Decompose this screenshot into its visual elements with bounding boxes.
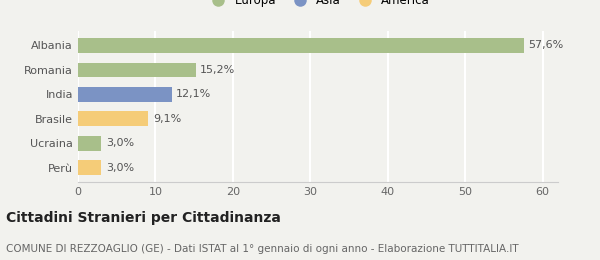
Bar: [78, 136, 101, 151]
Bar: [78, 38, 524, 53]
Text: COMUNE DI REZZOAGLIO (GE) - Dati ISTAT al 1° gennaio di ogni anno - Elaborazione: COMUNE DI REZZOAGLIO (GE) - Dati ISTAT a…: [6, 244, 518, 254]
Text: Cittadini Stranieri per Cittadinanza: Cittadini Stranieri per Cittadinanza: [6, 211, 281, 225]
Bar: [78, 112, 148, 126]
Text: 3,0%: 3,0%: [106, 163, 134, 173]
Text: 12,1%: 12,1%: [176, 89, 212, 99]
Text: 9,1%: 9,1%: [153, 114, 181, 124]
Bar: [78, 87, 172, 102]
Text: 3,0%: 3,0%: [106, 138, 134, 148]
Bar: [78, 63, 196, 77]
Text: 57,6%: 57,6%: [529, 40, 564, 50]
Text: 15,2%: 15,2%: [200, 65, 236, 75]
Bar: [78, 160, 101, 175]
Legend: Europa, Asia, America: Europa, Asia, America: [204, 0, 432, 10]
